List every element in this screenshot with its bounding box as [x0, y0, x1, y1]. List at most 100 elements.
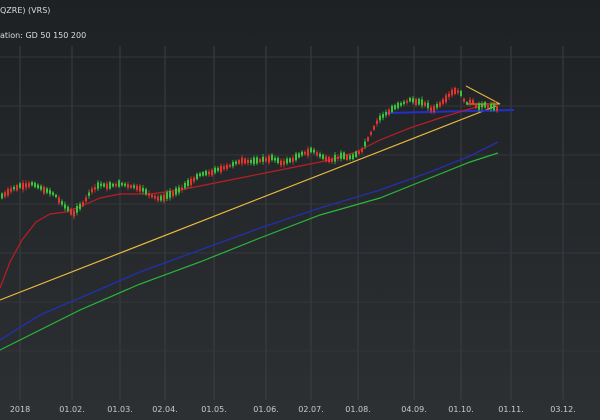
candle — [211, 169, 213, 176]
candle — [286, 158, 288, 164]
candle — [229, 164, 231, 167]
candle — [451, 89, 453, 96]
candle — [169, 190, 171, 198]
x-tick-label: 02.04. — [152, 405, 177, 414]
candle — [295, 153, 297, 161]
candle — [178, 187, 180, 193]
ma50-line — [0, 101, 497, 289]
candle — [418, 98, 420, 105]
candle — [439, 102, 441, 107]
support-line — [385, 109, 515, 114]
candle — [172, 191, 174, 197]
grid — [0, 46, 600, 400]
candle — [190, 178, 192, 186]
candle — [340, 152, 342, 159]
candle — [322, 154, 324, 160]
candle — [22, 182, 24, 190]
candle — [247, 159, 249, 164]
candle — [379, 115, 381, 121]
candle — [259, 159, 261, 163]
candle — [100, 183, 102, 187]
candle — [43, 186, 45, 194]
candle — [235, 161, 237, 165]
candle — [292, 157, 294, 162]
candle — [271, 154, 273, 161]
candle — [298, 153, 300, 158]
candle — [67, 206, 69, 211]
candle — [55, 194, 57, 198]
x-tick-label: 01.06. — [253, 405, 278, 414]
candle — [91, 188, 93, 193]
candle — [88, 192, 90, 196]
candle — [193, 177, 195, 182]
candle — [208, 171, 210, 175]
candle — [334, 154, 336, 162]
candle — [496, 105, 498, 112]
x-tick-label: 01.10. — [448, 405, 473, 414]
candle — [319, 153, 321, 157]
indicator-label: ation: GD 50 150 200 — [0, 31, 87, 40]
candle — [415, 99, 417, 106]
candle — [205, 170, 207, 176]
candle — [490, 104, 492, 110]
candle — [166, 192, 168, 199]
candle — [103, 183, 105, 187]
candle — [448, 93, 450, 97]
x-tick-label: 01.08. — [345, 405, 370, 414]
candle — [184, 182, 186, 189]
candle — [106, 183, 108, 190]
candle — [301, 151, 303, 156]
candle — [157, 196, 159, 201]
candle — [61, 201, 63, 205]
candle — [274, 157, 276, 161]
candle — [52, 192, 54, 196]
candle — [148, 193, 150, 196]
candle — [442, 99, 444, 104]
candle — [394, 105, 396, 110]
candle — [220, 165, 222, 173]
candle — [145, 189, 147, 195]
candle — [283, 160, 285, 165]
candle — [400, 102, 402, 106]
candle — [82, 202, 84, 206]
candle — [403, 101, 405, 104]
candle — [256, 157, 258, 164]
x-tick-label: 01.02. — [59, 405, 84, 414]
candle — [412, 98, 414, 103]
candle — [49, 190, 51, 195]
candle — [463, 98, 465, 102]
candle — [454, 87, 456, 95]
candle — [31, 181, 33, 186]
candle — [199, 173, 201, 177]
candle — [112, 183, 114, 187]
candle — [373, 126, 375, 130]
candle — [325, 156, 327, 161]
candle — [238, 159, 240, 164]
x-tick-label: 01.11. — [498, 405, 523, 414]
candle — [478, 104, 480, 110]
candle — [79, 203, 81, 210]
candle — [1, 193, 3, 199]
candle — [481, 103, 483, 108]
candle — [94, 187, 96, 190]
candle — [427, 102, 429, 109]
candle — [214, 167, 216, 173]
ma150-line — [0, 141, 499, 341]
candle — [10, 188, 12, 192]
candle — [466, 102, 468, 105]
candle — [433, 106, 435, 113]
candle — [346, 154, 348, 161]
candle — [469, 99, 471, 105]
candle — [310, 147, 312, 153]
candle — [487, 104, 489, 109]
candle — [37, 184, 39, 189]
candle — [484, 102, 486, 108]
candle — [331, 158, 333, 163]
candle — [136, 185, 138, 191]
candle — [181, 187, 183, 190]
candle — [154, 196, 156, 199]
candle — [265, 157, 267, 162]
candle — [430, 107, 432, 112]
candle — [406, 100, 408, 103]
